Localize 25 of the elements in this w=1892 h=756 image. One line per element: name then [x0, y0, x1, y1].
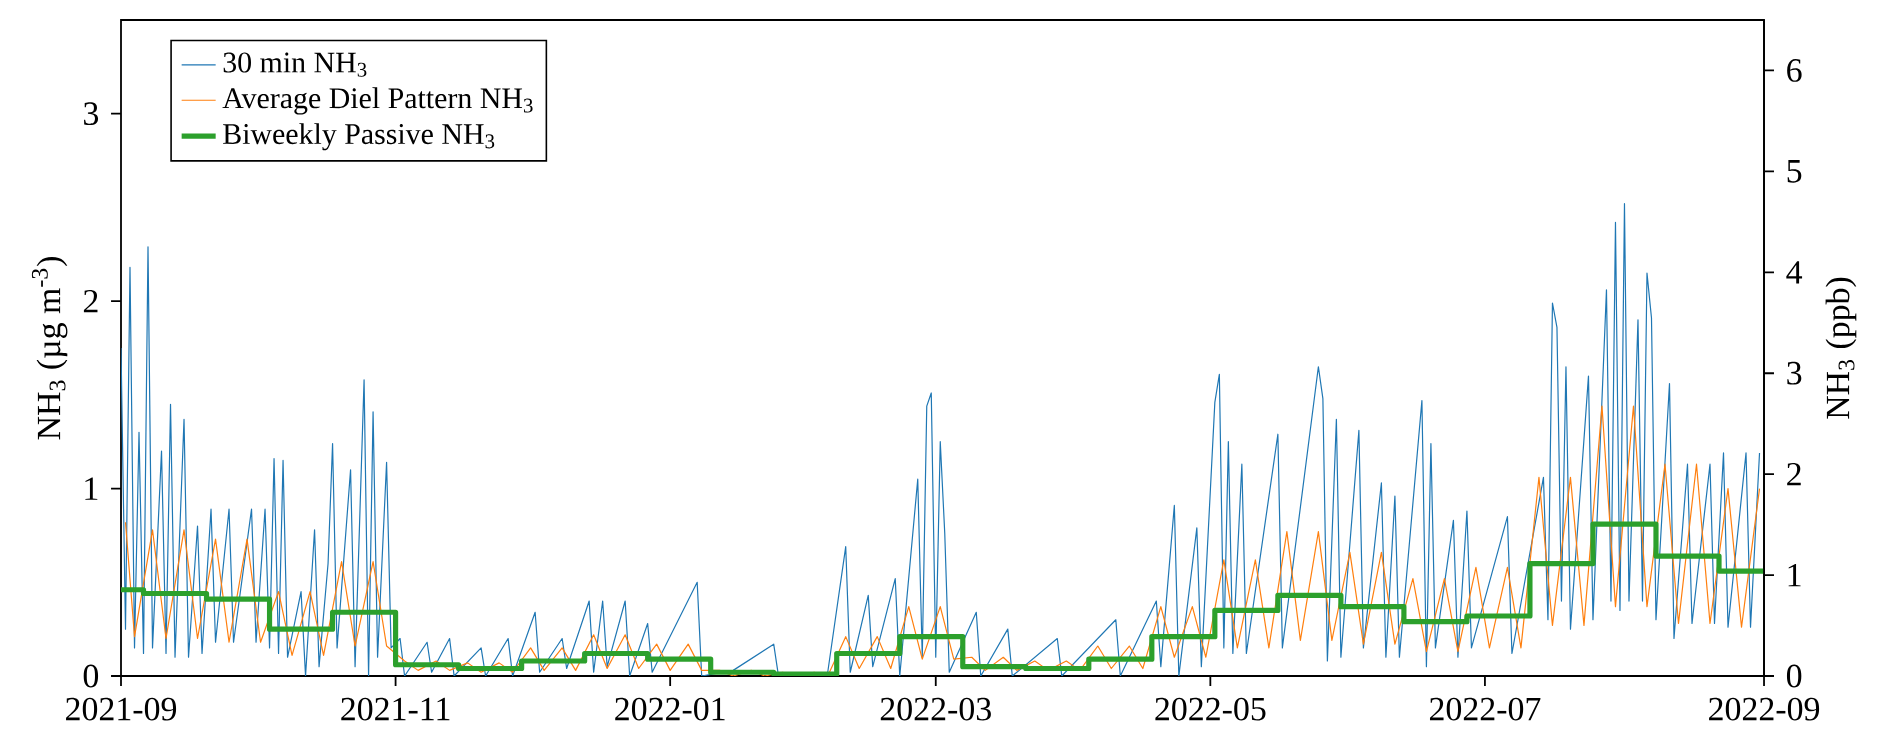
- x-tick-label: 2022-05: [1155, 697, 1266, 721]
- x-tick-label: 2022-03: [880, 697, 991, 721]
- y-axis-title: NH$_{3}$ (µg m$^{-3}$): [31, 257, 68, 440]
- x-tick-label: 2022-01: [615, 697, 725, 721]
- y2-tick-label: 3: [1787, 361, 1802, 385]
- y-tick-label: 0: [83, 664, 99, 688]
- legend-label: Biweekly Passive NH$_{3}$: [223, 123, 495, 151]
- y2-axis-title: NH$_{3}$ (ppb): [1825, 277, 1857, 419]
- y2-tick-label: 6: [1787, 59, 1802, 82]
- y2-tick-label: 1: [1788, 563, 1801, 587]
- x-tick-label: 2021-09: [66, 697, 177, 721]
- x-tick-label: 2021-11: [341, 697, 450, 721]
- y2-tick-label: 0: [1786, 664, 1802, 688]
- y-tick-label: 2: [83, 289, 98, 313]
- x-tick-label: 2022-07: [1429, 697, 1541, 721]
- x-tick-label: 2022-09: [1709, 697, 1820, 721]
- y2-tick-label: 5: [1787, 160, 1802, 183]
- y-tick-label: 3: [84, 102, 99, 126]
- legend-label: 30 min NH$_{3}$: [223, 52, 367, 77]
- y-tick-label: 1: [85, 477, 98, 500]
- y2-tick-label: 4: [1786, 261, 1803, 284]
- y2-tick-label: 2: [1787, 462, 1801, 486]
- line-series: [124, 405, 1761, 676]
- line-series: [121, 203, 1761, 676]
- legend-label: Average Diel Pattern NH$_{3}$: [222, 87, 533, 115]
